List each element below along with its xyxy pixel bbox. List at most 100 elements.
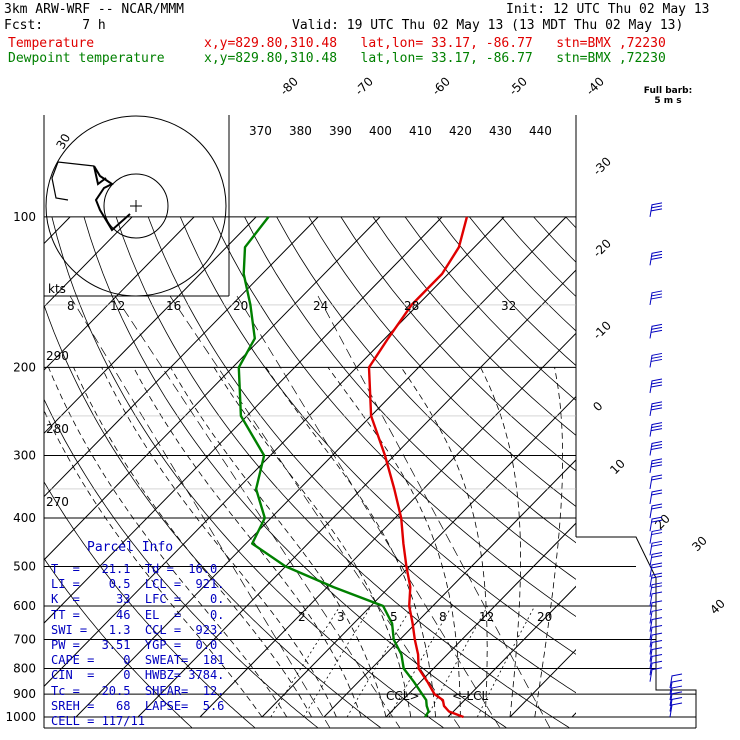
wind-barb-flag [651,625,663,629]
wind-barb-flag [651,540,663,544]
wind-barb-flag [651,326,663,330]
wind-barb-flag [651,323,663,327]
hodograph-speed-label: 28 [404,299,419,313]
isotherm-line [44,216,195,371]
pressure-tick-label: 200 [13,360,36,374]
wind-barb-staff [649,292,653,306]
theta-label: 420 [449,124,472,138]
side-theta-label: 270 [46,495,69,509]
theta-label: 410 [409,124,432,138]
hodograph-speed-label: 32 [501,299,516,313]
wind-barb-flag [651,532,663,536]
wind-barb-staff [649,531,653,544]
wind-barb-flag [651,355,663,359]
wind-barbs [649,202,683,718]
wind-barb-staff [649,593,653,607]
mixing-ratio-label: 2 [298,610,306,624]
hodograph-origin [130,200,142,212]
wind-barb-staff [649,619,653,632]
wind-barb-flag [671,679,683,683]
moist-adiabat [480,367,521,718]
dry-adiabat [212,216,576,618]
wind-barb-flag [651,489,663,493]
isotherm-label: -30 [590,154,614,178]
wind-barb-staff [649,642,653,655]
wind-barb-flag [651,461,663,465]
parcel-info-row: CELL = 117/11 [51,714,145,729]
wind-barb-flag [651,352,663,356]
hodograph-speed-label: 8 [67,299,75,313]
wind-barb-flag [651,667,663,671]
wind-barb-flag [651,358,663,362]
mixing-ratio-label: 8 [439,610,447,624]
wind-barb-flag [651,543,663,547]
isotherm-line [261,395,576,718]
lcl-marker: <-LCL [452,689,488,703]
isotherm-label: -50 [506,74,530,98]
dry-adiabat [340,216,576,472]
wind-barb-flag [651,582,663,586]
wind-barb-staff [669,704,673,718]
wind-barb-flag [651,506,663,510]
wind-barb-staff [669,675,673,689]
hodograph-ray [169,295,461,728]
mixing-ratio-label: 20 [537,610,552,624]
isotherm-line [44,216,381,561]
temperature-location-info: x,y=829.80,310.48 lat,lon= 33.17, -86.77… [204,36,666,51]
dry-adiabat [276,216,576,544]
wind-barb-flag [671,691,683,695]
wind-barb-staff [649,253,653,266]
mixing-ratio-label: 12 [479,610,494,624]
wind-barb-flag [651,585,663,589]
wind-barb-staff [649,355,653,368]
wind-barb-flag [651,290,663,294]
isotherm-line [199,332,576,718]
isotherm-line [323,459,576,718]
hodograph-ray [69,295,331,728]
side-theta-label: 290 [46,349,69,363]
isotherm-line [447,585,576,718]
wind-barb-staff [649,584,653,597]
dry-adiabat [51,216,444,728]
isotherm-label: 10 [607,456,628,477]
wind-barb-flag [671,697,683,700]
wind-barb-staff [669,682,673,695]
wind-barb-flag [651,640,663,644]
hodograph-ray [114,295,401,728]
wind-barb-flag [651,565,663,569]
wind-barb-staff [669,693,673,706]
wind-barb-flag [651,458,663,462]
hodograph: 30 [44,115,230,297]
wind-barb-flag [651,660,663,664]
legend-dewpoint: Dewpoint temperature [8,51,165,66]
isotherm-label: -70 [352,74,376,98]
wind-barb-flag [651,422,663,426]
parcel-info-row: LI = 0.5 LCL = 921. [51,577,225,592]
wind-barb-flag [651,401,663,405]
wind-barb-flag [651,516,663,520]
hodograph-trace-upper [51,161,95,201]
side-theta-label: 280 [46,422,69,436]
wind-barb-staff [649,326,653,339]
wind-barb-flag [651,444,663,447]
isotherm-line [696,217,740,717]
theta-label: 400 [369,124,392,138]
dry-adiabat [44,481,255,728]
wind-barb-flag [651,600,663,604]
parcel-info-row: K = 33 LFC = 0. [51,592,225,607]
wind-barb-staff [649,656,653,669]
wind-barb-flag [651,464,663,468]
wind-barb-flag [651,384,663,388]
wind-barb-flag [651,208,663,212]
parcel-info-title: Parcel Info [87,540,174,555]
wind-barb-staff [649,611,653,624]
pressure-tick-label: 400 [13,511,36,525]
wind-barb-staff [649,204,653,217]
isotherm-label: -20 [590,236,614,260]
dry-adiabat [44,303,381,728]
wind-barb-flag [651,329,663,333]
pressure-tick-label: 900 [13,687,36,701]
dry-adiabat [179,216,576,655]
wind-barb-staff [649,460,653,473]
pressure-tick-label: 300 [13,448,36,462]
